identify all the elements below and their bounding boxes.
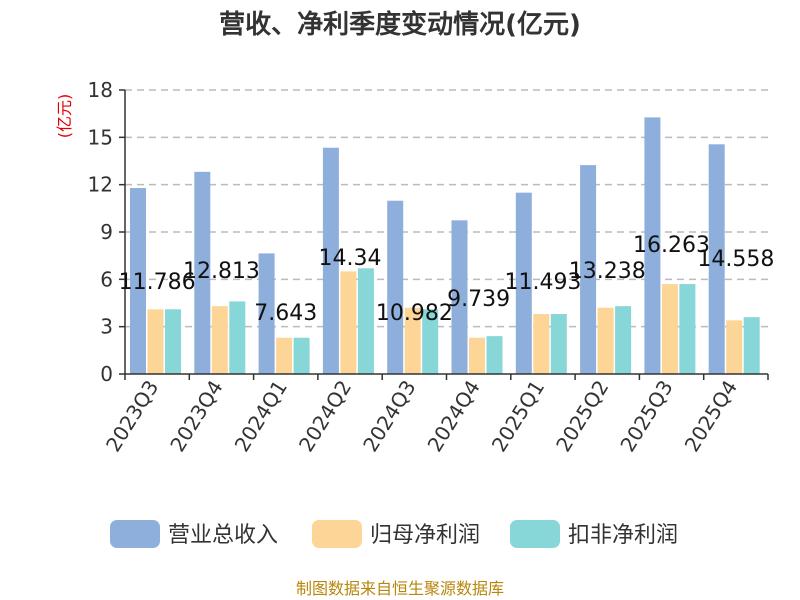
data-label: 12.813 <box>183 259 260 284</box>
bar-2024Q2-s2 <box>357 268 374 374</box>
x-tick-label: 2024Q3 <box>358 376 420 456</box>
bar-2024Q1-s0 <box>258 253 275 374</box>
data-label: 9.739 <box>447 287 510 312</box>
bar-2025Q2-s1 <box>597 307 614 374</box>
y-tick-label: 9 <box>100 220 113 244</box>
bar-2024Q4-s0 <box>451 220 468 374</box>
bar-2025Q3-s2 <box>679 284 696 374</box>
x-tick-label: 2023Q3 <box>101 376 163 456</box>
bar-2023Q4-s2 <box>229 301 246 374</box>
bar-2024Q4-s1 <box>469 337 485 374</box>
bar-2024Q1-s1 <box>276 337 293 374</box>
legend-swatch <box>312 520 362 548</box>
bar-2025Q4-s0 <box>708 144 725 374</box>
bar-2023Q3-s2 <box>165 309 181 374</box>
bar-2024Q2-s1 <box>340 271 357 374</box>
y-tick-label: 3 <box>100 315 113 339</box>
x-axis-ticks: 2023Q3 2023Q4 2024Q1 2024Q2 2024Q3 2024Q4 2025… <box>101 376 742 456</box>
x-tick-label: 2025Q4 <box>680 376 742 456</box>
source-note: 制图数据来自恒生聚源数据库 <box>296 579 504 598</box>
bar-2025Q1-s2 <box>550 314 567 374</box>
x-tick-label: 2025Q2 <box>551 376 613 456</box>
y-tick-label: 0 <box>100 362 113 386</box>
bars <box>130 117 760 374</box>
bar-2023Q4-s1 <box>211 306 228 374</box>
x-axis <box>124 373 769 380</box>
x-tick-label: 2024Q2 <box>294 376 356 456</box>
x-tick-label: 2025Q3 <box>615 376 677 456</box>
bar-2024Q1-s2 <box>293 337 310 374</box>
bar-2023Q3-s0 <box>130 188 146 374</box>
data-labels: 11.78612.8137.64314.3410.9829.73911.4931… <box>119 233 775 326</box>
data-label: 14.558 <box>697 247 774 272</box>
bar-2024Q4-s2 <box>486 336 503 374</box>
bar-2025Q3-s0 <box>644 117 661 374</box>
bar-2023Q4-s0 <box>194 171 211 374</box>
chart-title: 营收、净利季度变动情况(亿元) <box>219 9 581 40</box>
bar-2025Q1-s0 <box>515 192 532 374</box>
data-label: 7.643 <box>254 301 317 326</box>
bar-2023Q3-s1 <box>147 309 164 374</box>
data-label: 10.982 <box>376 301 453 326</box>
x-tick-label: 2024Q1 <box>230 376 292 456</box>
bar-2024Q3-s1 <box>404 307 421 374</box>
legend-label: 扣非净利润 <box>568 523 678 548</box>
data-label: 13.238 <box>569 259 646 284</box>
bar-2024Q2-s0 <box>322 147 339 374</box>
x-tick-label: 2025Q1 <box>487 376 549 456</box>
bar-2025Q2-s0 <box>580 165 597 374</box>
data-label: 14.34 <box>319 246 382 271</box>
y-tick-label: 6 <box>100 267 113 291</box>
y-axis-ticks: 0 3 6 9 12 15 18 <box>88 78 126 386</box>
bar-2024Q3-s0 <box>387 200 404 374</box>
y-tick-label: 18 <box>88 78 113 102</box>
bar-2025Q1-s1 <box>533 314 550 374</box>
y-tick-label: 15 <box>88 125 113 149</box>
legend: 营业总收入 归母净利润 扣非净利润 <box>110 520 678 548</box>
bar-2025Q4-s1 <box>726 320 743 374</box>
data-label: 11.493 <box>504 270 581 295</box>
legend-label: 营业总收入 <box>168 523 278 548</box>
legend-swatch <box>110 520 160 548</box>
bar-2024Q3-s2 <box>422 309 439 374</box>
y-axis-label: (亿元) <box>55 94 74 139</box>
legend-label: 归母净利润 <box>370 523 480 548</box>
data-label: 16.263 <box>633 233 710 258</box>
x-tick-label: 2023Q4 <box>165 376 227 456</box>
bar-2025Q2-s2 <box>615 306 632 374</box>
bar-2025Q4-s2 <box>743 317 760 374</box>
data-label: 11.786 <box>119 270 196 295</box>
bar-2025Q3-s1 <box>661 284 678 374</box>
y-tick-label: 12 <box>88 173 113 197</box>
x-tick-label: 2024Q4 <box>422 376 484 456</box>
legend-swatch <box>510 520 560 548</box>
